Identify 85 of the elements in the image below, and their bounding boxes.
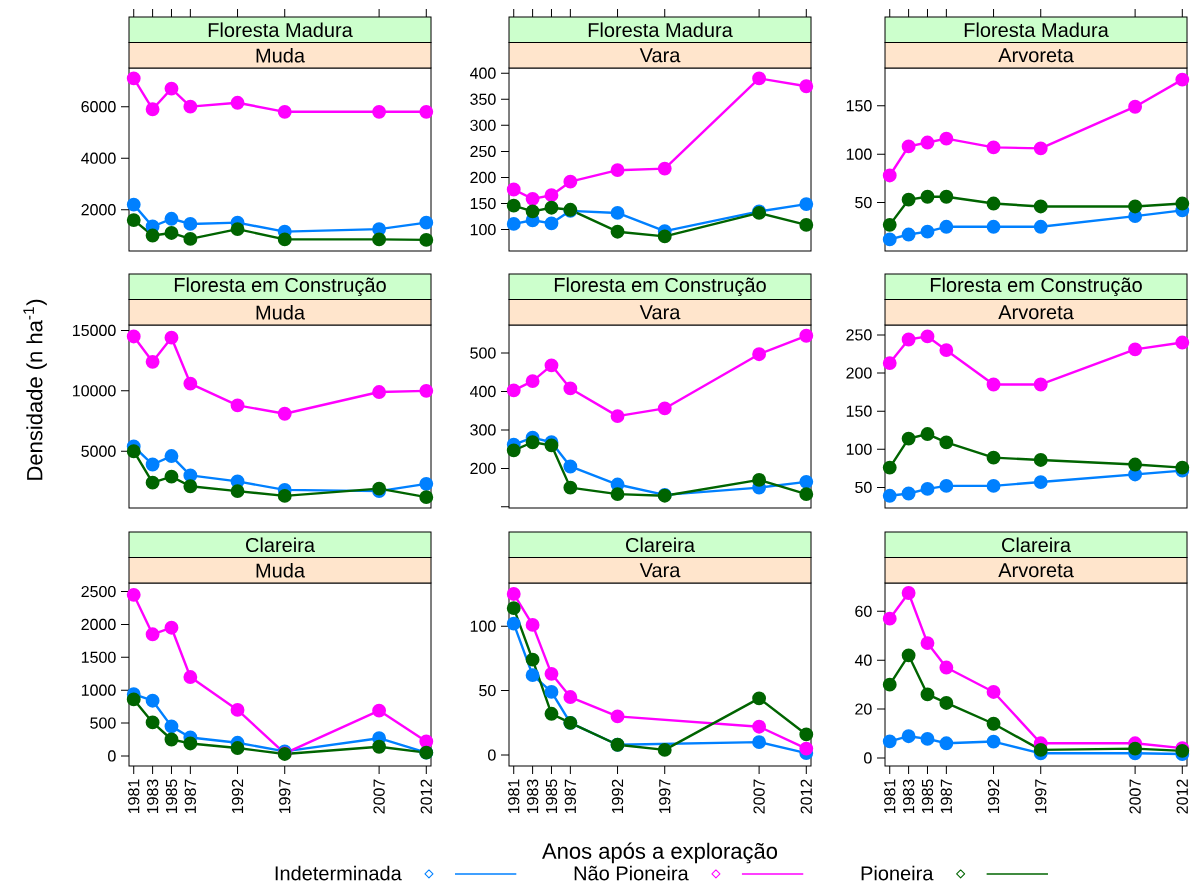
y-tick-label: 400 xyxy=(469,67,496,79)
x-tick-label: 1985 xyxy=(545,779,558,814)
chart-subtitle: Arvoreta xyxy=(998,563,1074,578)
x-tick-label: 1983 xyxy=(146,779,159,814)
y-tick-label: 0 xyxy=(108,750,116,762)
x-tick-label: 2012 xyxy=(800,779,812,814)
y-tick-label: 0 xyxy=(488,749,496,761)
legend-label: Indeterminada xyxy=(275,865,402,881)
x-tick-label: 1981 xyxy=(508,779,520,814)
chart-subtitle: Vara xyxy=(639,48,681,63)
chart-title: Floresta Madura xyxy=(588,22,733,38)
chart-subtitle: Vara xyxy=(639,563,681,578)
y-tick-label: 2500 xyxy=(81,585,116,598)
y-tick-label: 150 xyxy=(846,100,872,112)
x-tick-label: 1992 xyxy=(987,779,1000,814)
chart-subtitle: Arvoreta xyxy=(998,305,1074,320)
y-tick-label: 1500 xyxy=(81,651,116,663)
y-tick-label: 2000 xyxy=(81,204,116,216)
legend-label: Pioneira xyxy=(861,865,934,881)
y-tick-label: 100 xyxy=(846,148,872,160)
chart-title: Clareira xyxy=(1002,537,1072,553)
y-tick-label: 200 xyxy=(470,462,496,475)
y-tick-label: 250 xyxy=(846,329,872,341)
y-tick-label: 60 xyxy=(855,605,872,617)
y-tick-label: 200 xyxy=(846,367,872,379)
x-tick-label: 2012 xyxy=(1176,779,1188,814)
y-tick-label: 500 xyxy=(470,347,496,359)
chart-title: Floresta Madura xyxy=(208,22,353,38)
chart-title: Floresta em Construção xyxy=(554,277,766,297)
y-tick-label: 0 xyxy=(864,752,872,764)
x-tick-label: 2007 xyxy=(753,779,765,814)
y-tick-label: 2000 xyxy=(81,618,116,631)
x-tick-label: 1985 xyxy=(921,779,934,814)
y-tick-label: 5000 xyxy=(81,445,116,457)
y-tick-label: 300 xyxy=(470,424,496,436)
chart-title: Clareira xyxy=(626,537,696,553)
x-tick-label: 1997 xyxy=(1035,779,1047,814)
y-tick-label: 4000 xyxy=(81,152,116,164)
y-tick-label: 6000 xyxy=(81,101,116,113)
y-tick-label: 150 xyxy=(470,197,496,210)
chart-subtitle: Muda xyxy=(256,47,306,63)
x-tick-label: 1985 xyxy=(165,779,178,814)
y-tick-label: 100 xyxy=(846,443,872,455)
x-tick-label: 1992 xyxy=(231,779,244,814)
y-tick-label: 15000 xyxy=(73,324,116,337)
chart-subtitle: Arvoreta xyxy=(998,48,1074,63)
chart-subtitle: Vara xyxy=(639,305,681,320)
x-tick-label: 2007 xyxy=(373,779,385,814)
x-tick-label: 2012 xyxy=(420,779,432,814)
y-tick-label: 200 xyxy=(470,171,496,184)
x-tick-label: 1983 xyxy=(526,779,539,814)
y-tick-label: 500 xyxy=(90,717,116,729)
chart-title: Floresta em Construção xyxy=(930,277,1142,297)
y-tick-label: 1000 xyxy=(81,684,116,696)
chart-title: Clareira xyxy=(246,537,315,553)
y-tick-label: 50 xyxy=(479,684,496,697)
x-axis-title: Anos após a exploração xyxy=(542,842,778,864)
x-tick-label: 1992 xyxy=(611,779,624,814)
x-tick-label: 1987 xyxy=(940,779,953,814)
y-tick-label: 250 xyxy=(470,145,496,158)
chart-subtitle: Muda xyxy=(256,562,306,578)
chart-subtitle: Muda xyxy=(256,304,306,320)
y-tick-label: 40 xyxy=(854,654,872,666)
y-tick-label: 100 xyxy=(470,223,496,236)
legend-label: Não Pioneira xyxy=(574,865,689,881)
y-tick-label: 150 xyxy=(846,405,872,417)
y-axis-title: Densidade (n ha$^{-1}$) xyxy=(23,299,47,480)
x-tick-label: 1997 xyxy=(659,779,671,814)
chart-title: Floresta em Construção xyxy=(174,277,386,297)
x-tick-label: 1981 xyxy=(128,779,140,814)
y-tick-label: 50 xyxy=(855,196,872,209)
x-tick-label: 2007 xyxy=(1129,779,1141,814)
x-tick-label: 1987 xyxy=(184,779,196,814)
x-tick-label: 1981 xyxy=(884,779,896,814)
x-tick-label: 1983 xyxy=(902,779,915,814)
y-tick-label: 50 xyxy=(855,481,872,494)
y-tick-label: 100 xyxy=(470,620,496,632)
y-tick-label: 400 xyxy=(469,385,496,398)
x-tick-label: 1997 xyxy=(279,779,291,814)
y-tick-label: 350 xyxy=(470,93,496,105)
x-tick-label: 1987 xyxy=(564,779,576,814)
y-tick-label: 300 xyxy=(470,119,496,131)
y-tick-label: 20 xyxy=(855,703,872,715)
y-tick-label: 10000 xyxy=(73,385,116,397)
chart-title: Floresta Madura xyxy=(964,22,1109,38)
